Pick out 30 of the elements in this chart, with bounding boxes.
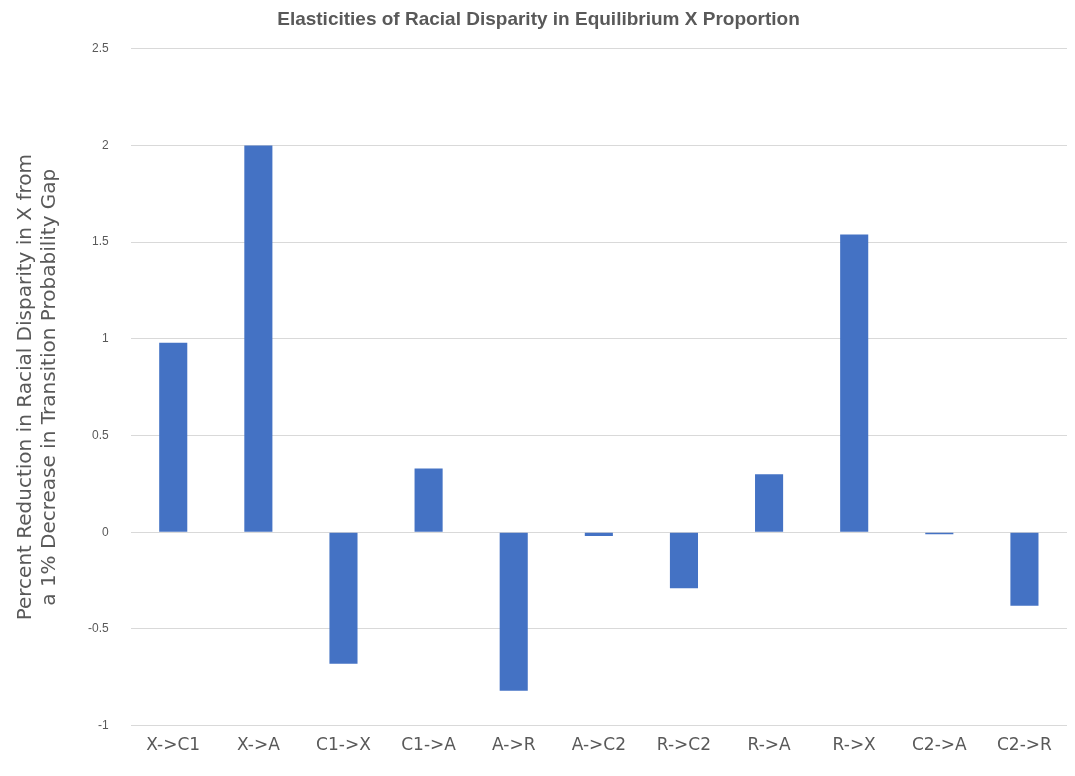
bar [1010,532,1039,606]
bar [499,532,528,691]
bar [840,234,869,532]
y-tick-label: -1 [98,717,109,732]
x-tick-label: C2->A [911,734,968,755]
y-tick-label: -0.5 [87,621,109,636]
y-tick-label: 2 [101,137,109,152]
x-tick-label: A->C2 [571,734,626,755]
bar [414,468,443,532]
x-tick-label: X->A [236,734,281,755]
y-tick-label: 1.5 [91,234,109,249]
x-tick-label: R->C2 [656,734,712,755]
x-tick-label: R->X [832,734,877,755]
y-axis-title: Percent Reduction in Racial Disparity in X from a 1% Decrease in Transition Probability Gap [12,154,61,621]
y-tick-label: 2.5 [91,41,109,56]
x-tick-label: R->A [747,734,792,755]
bar [669,532,698,589]
y-tick-label: 0 [101,524,109,539]
bar [159,342,188,532]
chart-title: Elasticities of Racial Disparity in Equilibrium X Proportion [277,7,800,29]
y-tick-label: 1 [101,331,109,346]
bar [755,474,784,532]
x-tick-label: C2->R [996,734,1053,755]
x-tick-label: C1->X [316,734,372,755]
bar [244,145,273,532]
x-tick-label: A->R [491,734,536,755]
bar [329,532,358,664]
x-tick-label: C1->A [401,734,457,755]
y-tick-label: 0.5 [91,427,109,442]
x-tick-label: X->C1 [146,734,201,755]
